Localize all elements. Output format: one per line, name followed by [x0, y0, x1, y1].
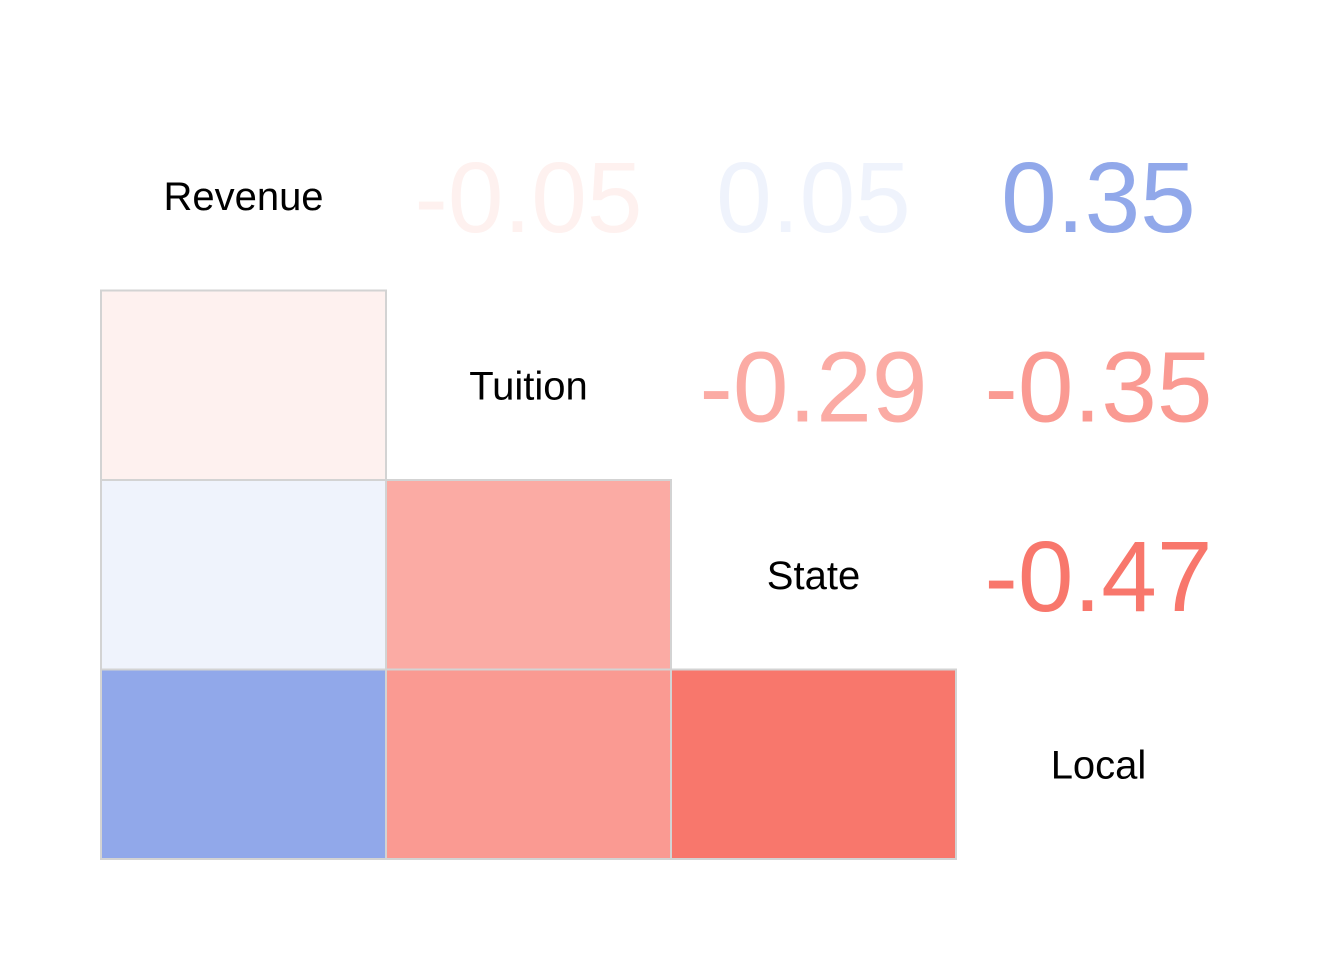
variable-label-state: State	[767, 554, 860, 598]
heatmap-cell-local-tuition	[385, 668, 672, 860]
coefficient-labels: -0.05 0.05 0.35 -0.29 -0.35 -0.47	[415, 142, 1213, 633]
coefficient-label-state-tuition: -0.29	[700, 331, 928, 443]
heatmap-cell-state-tuition	[385, 479, 672, 671]
variable-label-local: Local	[1051, 743, 1147, 787]
coefficient-label-tuition-revenue: -0.05	[415, 142, 643, 254]
heatmap-cell-state-revenue	[100, 479, 387, 671]
coefficient-label-local-state: -0.47	[985, 521, 1213, 633]
coefficient-label-state-revenue: 0.05	[716, 142, 911, 254]
coefficient-label-local-tuition: -0.35	[985, 331, 1213, 443]
heatmap-cell-local-revenue	[100, 668, 387, 860]
heatmap-cell-local-state	[670, 668, 957, 860]
variable-label-tuition: Tuition	[469, 364, 588, 408]
heatmap-cell-tuition-revenue	[100, 289, 387, 481]
variable-label-revenue: Revenue	[163, 175, 323, 219]
heatmap-cells	[100, 289, 957, 860]
variable-labels: Revenue Tuition State Local	[163, 175, 1146, 788]
coefficient-label-local-revenue: 0.35	[1001, 142, 1196, 254]
